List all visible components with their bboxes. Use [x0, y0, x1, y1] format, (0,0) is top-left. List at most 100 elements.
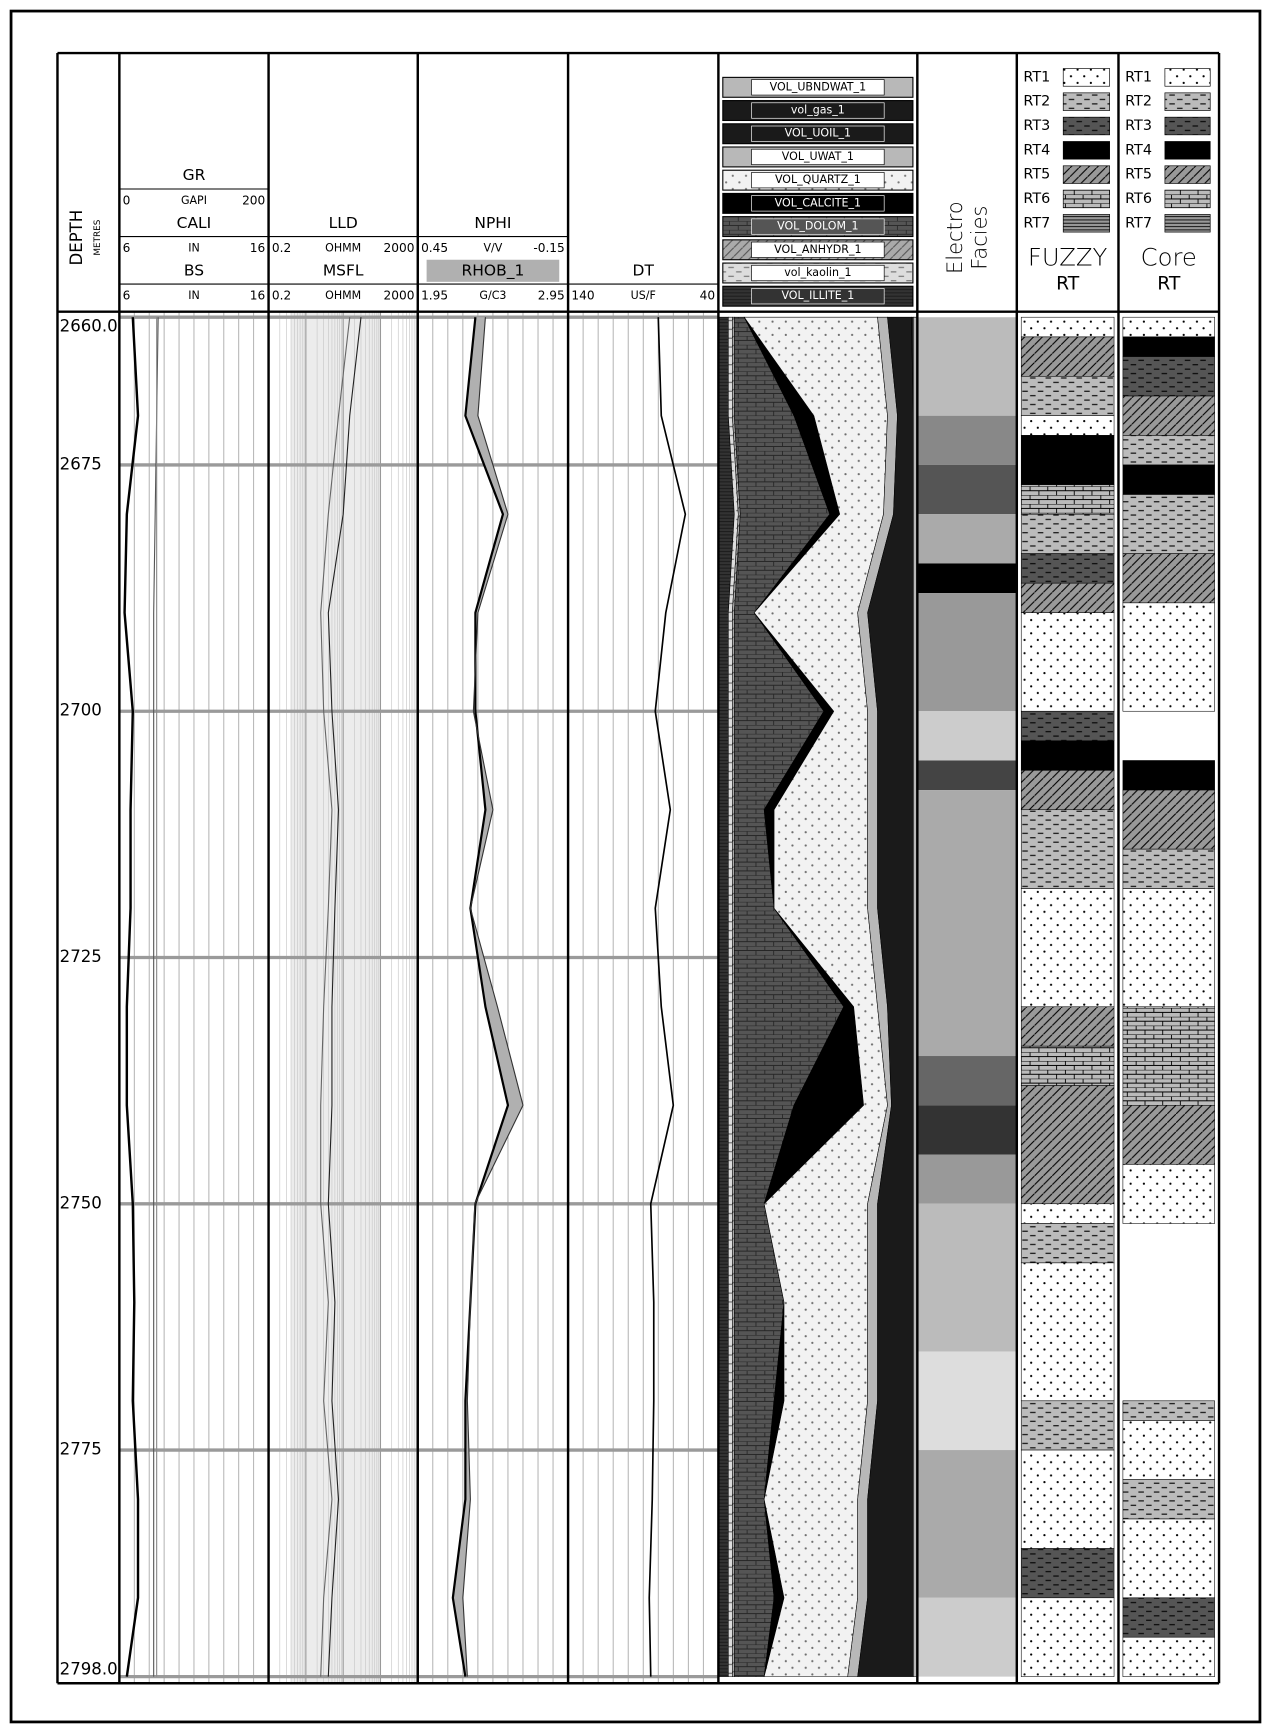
- depth-title: DEPTH: [67, 210, 86, 266]
- scale-left: 140: [571, 289, 594, 303]
- facies-band: [917, 514, 1017, 564]
- rt-pattern: [1122, 1479, 1215, 1520]
- rt-pattern: [1122, 1519, 1215, 1598]
- legend-label: vol_kaolin_1: [784, 266, 851, 279]
- scale-left: 1.95: [421, 289, 448, 303]
- rt-legend-pattern: [1063, 68, 1110, 87]
- rt-legend-pattern: [1063, 117, 1110, 135]
- rt-pattern: [1122, 553, 1215, 603]
- scale-unit: US/F: [631, 289, 656, 302]
- volume-pattern: [718, 317, 735, 1677]
- rt-interval: [1020, 740, 1115, 771]
- rt-pattern: [1021, 1400, 1115, 1451]
- facies-band: [917, 790, 1017, 1057]
- legend-label-bg: [751, 241, 885, 258]
- rt-legend-label: RT6: [1125, 191, 1152, 207]
- scale-right: 16: [250, 289, 265, 303]
- legend-label: VOL_ANHYDR_1: [774, 243, 861, 256]
- curve-name: LLD: [329, 214, 358, 232]
- rt-legend-label: RT5: [1023, 167, 1050, 183]
- scale-unit: IN: [188, 289, 200, 302]
- curve-fill: [452, 317, 523, 1677]
- rt-subtitle: RT: [1157, 274, 1181, 295]
- rt-pattern: [1122, 1164, 1215, 1224]
- rt-legend-pattern: [1063, 190, 1110, 208]
- rt-pattern: [1122, 435, 1215, 465]
- rt-legend-label: RT1: [1023, 69, 1050, 85]
- scale-right: 40: [700, 289, 715, 303]
- curve-name: NPHI: [474, 214, 511, 232]
- curve: [462, 317, 524, 1677]
- scale-unit: OHMM: [325, 242, 361, 255]
- rt-interval: [1122, 760, 1215, 791]
- rt-pattern: [1122, 790, 1215, 850]
- volume-pattern: [734, 317, 844, 1677]
- rt-pattern: [1122, 1105, 1215, 1165]
- facies-band: [917, 1351, 1017, 1451]
- facies-title: Facies: [967, 206, 991, 270]
- rt-legend-label: RT7: [1125, 215, 1152, 231]
- rt-legend-pattern: [1164, 68, 1211, 87]
- facies-band: [917, 464, 1017, 515]
- rt-title: Core: [1141, 243, 1197, 272]
- legend-label-bg: [751, 102, 885, 119]
- rt-pattern: [1021, 770, 1115, 810]
- rt-pattern: [1122, 494, 1215, 554]
- legend-label-bg: [751, 79, 885, 96]
- facies-band: [917, 593, 1017, 712]
- rt-pattern: [1021, 1203, 1115, 1224]
- curve: [648, 317, 687, 1677]
- rt-pattern: [1021, 1046, 1115, 1086]
- rt-pattern: [1122, 1637, 1215, 1677]
- legend-label: VOL_QUARTZ_1: [775, 173, 861, 186]
- volume-pattern: [744, 317, 888, 1677]
- scale-right: 16: [250, 241, 265, 255]
- scale-left: 0: [123, 194, 131, 208]
- depth-tick-label: 2660.0: [60, 317, 118, 336]
- facies-band: [917, 1597, 1017, 1677]
- depth-tick-label: 2775: [60, 1440, 102, 1459]
- rt-pattern: [1021, 553, 1115, 584]
- rt-legend-pattern: [1164, 92, 1211, 111]
- rt-pattern: [1122, 317, 1215, 337]
- rt-legend-pattern: [1164, 165, 1211, 184]
- rt-pattern: [1122, 888, 1215, 1007]
- rt-pattern: [1021, 1085, 1115, 1204]
- legend-label: VOL_UOIL_1: [785, 127, 851, 140]
- rt-pattern: [1021, 888, 1115, 1007]
- curve-name: CALI: [177, 214, 212, 232]
- rt-legend-label: RT1: [1125, 69, 1152, 85]
- scale-right: 2.95: [538, 289, 565, 303]
- rt-legend-label: RT4: [1125, 142, 1152, 158]
- scale-left: 6: [123, 241, 131, 255]
- facies-band: [917, 1154, 1017, 1204]
- rt-pattern: [1021, 711, 1115, 741]
- rt-legend-pattern: [1063, 92, 1110, 111]
- curve-name: DT: [633, 261, 655, 279]
- legend-label-bg: [751, 218, 885, 235]
- rt-pattern: [1122, 1400, 1215, 1421]
- rt-pattern: [1021, 1597, 1115, 1677]
- rt-pattern: [1021, 336, 1115, 377]
- scale-right: 2000: [384, 289, 415, 303]
- rt-legend-label: RT5: [1125, 167, 1152, 183]
- curve: [320, 317, 351, 1677]
- rt-interval: [1020, 435, 1115, 485]
- volume-pattern: [728, 317, 739, 1677]
- scale-left: 6: [123, 289, 131, 303]
- rt-pattern: [1122, 396, 1215, 436]
- rt-pattern: [1021, 317, 1115, 337]
- scale-left: 0.45: [421, 241, 448, 255]
- rt-legend-label: RT7: [1023, 215, 1050, 231]
- facies-band: [917, 317, 1017, 416]
- depth-tick-label: 2675: [60, 454, 102, 473]
- rt-pattern: [1021, 484, 1115, 515]
- scale-unit: IN: [188, 242, 200, 255]
- rt-pattern: [1021, 1262, 1115, 1401]
- curve-name: GR: [183, 166, 206, 184]
- rt-legend-swatch: [1164, 141, 1211, 160]
- legend-label: VOL_DOLOM_1: [777, 220, 858, 233]
- rt-pattern: [1122, 1006, 1215, 1106]
- depth-tick-label: 2700: [60, 701, 102, 720]
